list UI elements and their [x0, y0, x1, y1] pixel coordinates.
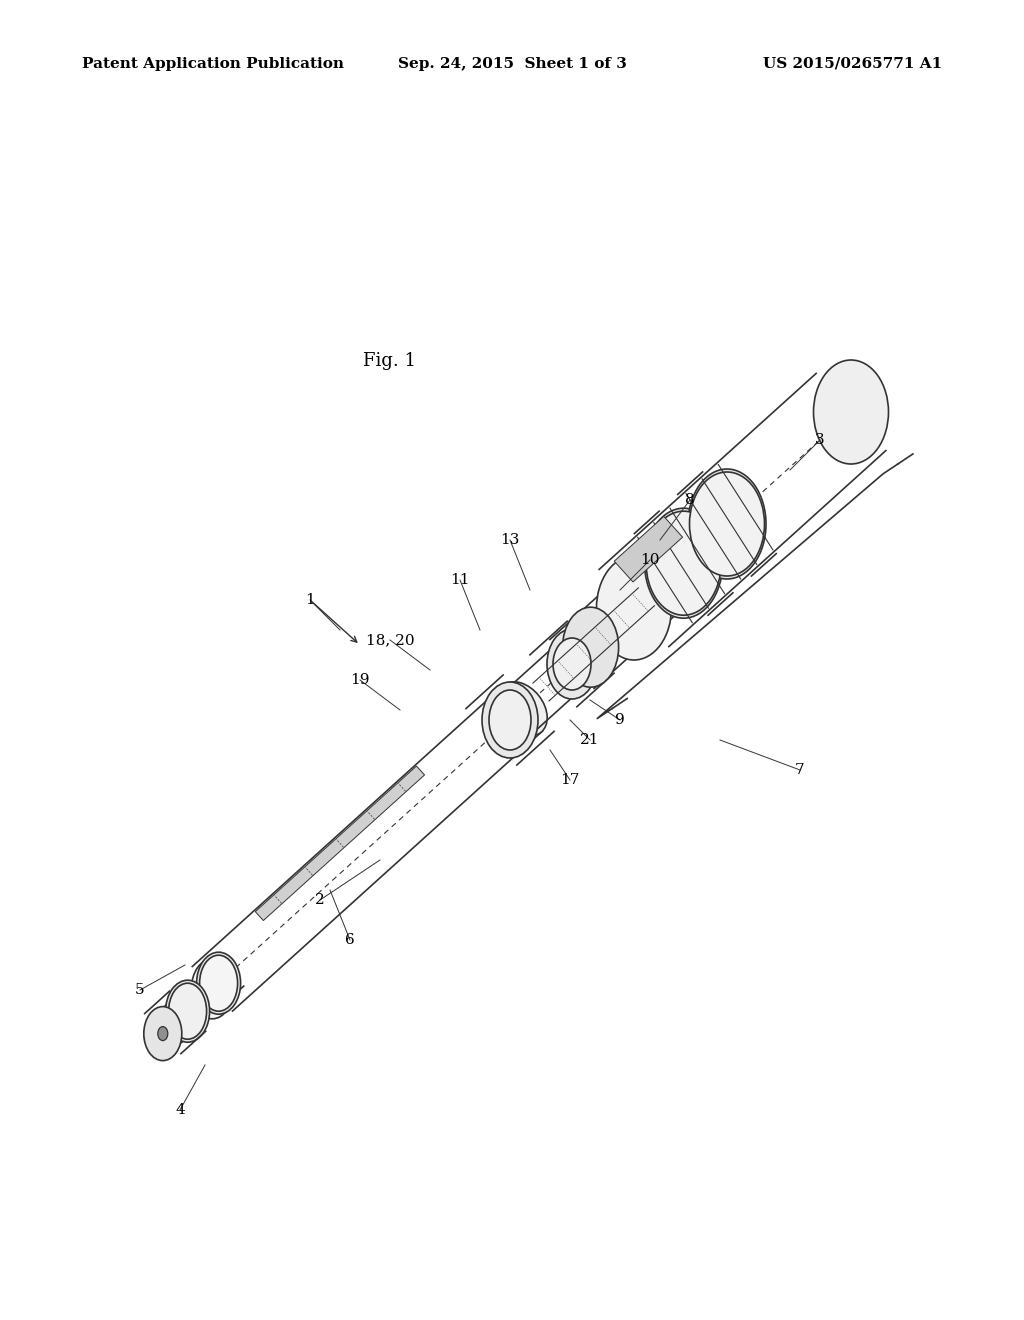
Ellipse shape	[646, 511, 721, 615]
Ellipse shape	[688, 469, 766, 579]
Ellipse shape	[169, 983, 207, 1039]
Ellipse shape	[144, 1006, 194, 1051]
Text: 8: 8	[685, 492, 695, 507]
Text: Fig. 1: Fig. 1	[362, 351, 416, 370]
Text: 10: 10	[640, 553, 659, 568]
Text: 9: 9	[615, 713, 625, 727]
Ellipse shape	[200, 956, 238, 1011]
Text: 4: 4	[175, 1104, 185, 1117]
Ellipse shape	[489, 690, 531, 750]
Text: 5: 5	[135, 983, 144, 997]
Text: 13: 13	[501, 533, 520, 546]
Ellipse shape	[689, 473, 765, 576]
Text: 3: 3	[815, 433, 824, 447]
Ellipse shape	[166, 981, 210, 1043]
Text: 21: 21	[581, 733, 600, 747]
Ellipse shape	[163, 1023, 175, 1032]
Text: Sep. 24, 2015  Sheet 1 of 3: Sep. 24, 2015 Sheet 1 of 3	[397, 57, 627, 71]
Text: 7: 7	[796, 763, 805, 777]
Ellipse shape	[482, 682, 538, 758]
Text: 17: 17	[560, 774, 580, 787]
Text: 6: 6	[345, 933, 355, 946]
Ellipse shape	[197, 952, 241, 1014]
Ellipse shape	[562, 607, 618, 688]
Text: Patent Application Publication: Patent Application Publication	[82, 57, 344, 71]
Text: US 2015/0265771 A1: US 2015/0265771 A1	[763, 57, 942, 71]
Ellipse shape	[553, 638, 591, 690]
Text: 11: 11	[451, 573, 470, 587]
Polygon shape	[255, 766, 425, 920]
Ellipse shape	[143, 1007, 182, 1060]
Text: 18, 20: 18, 20	[366, 634, 415, 647]
Ellipse shape	[158, 1027, 168, 1040]
Ellipse shape	[191, 958, 233, 1019]
Ellipse shape	[498, 682, 547, 735]
Ellipse shape	[644, 508, 723, 618]
Text: 1: 1	[305, 593, 314, 607]
Text: 19: 19	[350, 673, 370, 686]
Ellipse shape	[547, 630, 597, 700]
Polygon shape	[614, 516, 683, 582]
Ellipse shape	[629, 558, 677, 624]
Ellipse shape	[597, 556, 672, 660]
Ellipse shape	[813, 360, 889, 465]
Text: 2: 2	[315, 894, 325, 907]
